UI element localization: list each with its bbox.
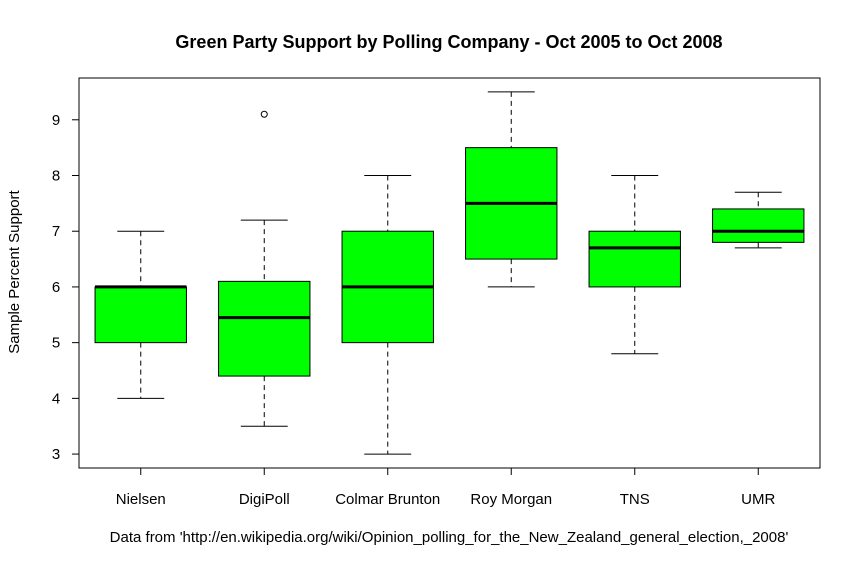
box-umr <box>712 191 805 249</box>
iqr-box-nielsen <box>94 286 187 344</box>
x-tick-label-digipoll: DigiPoll <box>239 491 290 508</box>
box-nielsen <box>94 230 187 399</box>
iqr-box-digipoll <box>218 280 311 377</box>
data-source-caption: Data from 'http://en.wikipedia.org/wiki/… <box>110 529 789 546</box>
iqr-box-tns <box>588 230 681 288</box>
x-tick-label-roy-morgan: Roy Morgan <box>470 491 552 508</box>
outlier-digipoll-0 <box>260 110 268 118</box>
y-axis: 3 4 5 6 7 8 9 <box>52 112 80 463</box>
y-axis-label: Sample Percent Support <box>6 189 23 353</box>
plot-frame <box>78 77 821 469</box>
x-tick-label-tns: TNS <box>620 491 650 508</box>
chart-title: Green Party Support by Polling Company -… <box>175 32 722 52</box>
iqr-box-umr <box>712 208 805 243</box>
x-tick-label-colmar-brunton: Colmar Brunton <box>335 491 440 508</box>
y-tick-label-5: 5 <box>52 335 60 352</box>
y-tick-label-3: 3 <box>52 446 60 463</box>
y-tick-label-9: 9 <box>52 112 60 129</box>
y-tick-label-4: 4 <box>52 390 60 407</box>
y-tick-label-7: 7 <box>52 223 60 240</box>
y-tick-label-8: 8 <box>52 168 60 185</box>
x-tick-label-nielsen: Nielsen <box>116 491 166 508</box>
x-axis: Nielsen DigiPoll Colmar Brunton Roy Morgan T… <box>116 467 775 508</box>
box-digipoll <box>218 110 311 427</box>
box-series <box>94 91 805 455</box>
box-colmar-brunton <box>341 175 434 455</box>
box-roy-morgan <box>465 91 558 288</box>
y-tick-label-6: 6 <box>52 279 60 296</box>
x-tick-label-umr: UMR <box>741 491 775 508</box>
box-tns <box>588 175 681 355</box>
